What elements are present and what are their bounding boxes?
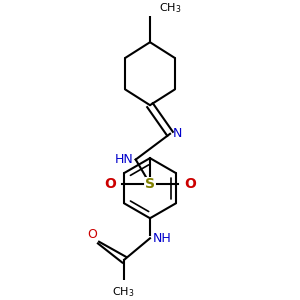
Text: CH$_3$: CH$_3$: [159, 1, 181, 15]
Text: CH$_3$: CH$_3$: [112, 286, 134, 299]
Text: N: N: [172, 127, 182, 140]
Text: NH: NH: [152, 232, 171, 245]
Text: HN: HN: [115, 153, 134, 166]
Text: O: O: [87, 228, 97, 241]
Text: S: S: [145, 177, 155, 191]
Text: O: O: [104, 177, 116, 191]
Text: O: O: [184, 177, 196, 191]
